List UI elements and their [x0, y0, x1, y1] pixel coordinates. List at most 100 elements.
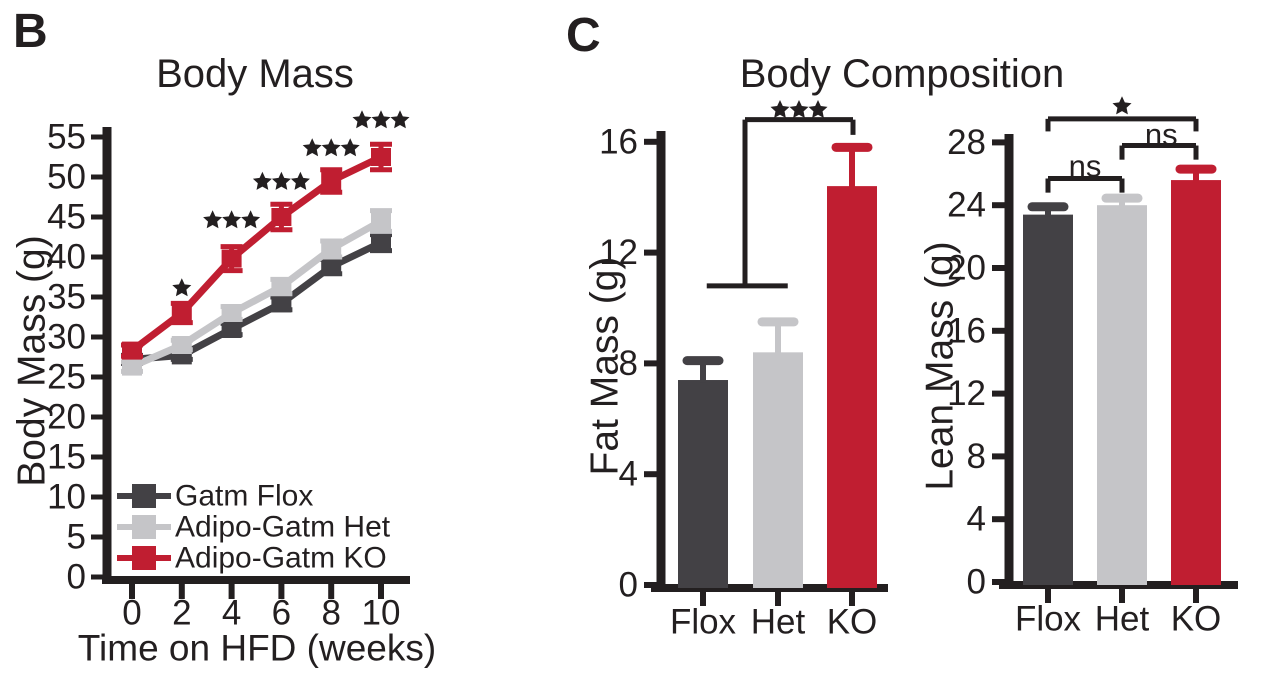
significance-star-icon — [271, 171, 291, 190]
data-point-marker — [321, 240, 342, 258]
data-point-marker — [271, 208, 292, 226]
legend-label: Adipo-Gatm Het — [175, 511, 391, 544]
x-category-label: Het — [1095, 600, 1150, 639]
data-point-marker — [221, 320, 242, 338]
significance-star-icon — [290, 171, 310, 190]
y-tick-label: 35 — [47, 278, 86, 317]
y-tick-label: 40 — [47, 238, 86, 277]
y-tick-label: 4 — [967, 500, 986, 539]
y-tick-label: 8 — [967, 437, 986, 476]
y-tick-label: 16 — [599, 122, 638, 161]
x-axis-title: Time on HFD (weeks) — [78, 628, 436, 669]
significance-star-icon — [340, 138, 360, 157]
panel-b-label: B — [13, 5, 48, 58]
significance-star-icon — [203, 210, 223, 229]
data-point-marker — [171, 304, 192, 322]
legend-label: Gatm Flox — [175, 480, 313, 513]
series-adipo-gatm-het — [121, 208, 392, 376]
y-tick-label: 5 — [67, 518, 86, 557]
y-tick-label: 12 — [947, 374, 986, 413]
x-category-label: KO — [827, 603, 878, 642]
y-tick-label: 45 — [47, 198, 86, 237]
data-point-marker — [171, 336, 192, 354]
significance-star-icon — [302, 138, 322, 157]
significance-bracket: ns — [1119, 117, 1199, 160]
y-tick-label: 55 — [47, 118, 86, 157]
significance-star-icon — [808, 99, 828, 119]
x-category-label: KO — [1171, 600, 1222, 639]
x-tick-label: 0 — [122, 594, 141, 633]
panel-c-label: C — [566, 9, 601, 62]
y-tick-label: 4 — [619, 455, 638, 494]
y-tick-label: 20 — [47, 398, 86, 437]
y-tick-label: 50 — [47, 158, 86, 197]
y-tick-label: 20 — [947, 249, 986, 288]
data-point-marker — [122, 357, 142, 376]
series-line — [130, 217, 383, 370]
y-tick-label: 25 — [47, 358, 86, 397]
y-axis-title: Fat Mass (g) — [584, 257, 627, 476]
data-point-marker — [271, 277, 292, 296]
body-composition-title: Body Composition — [739, 52, 1065, 96]
series-adipo-gatm-ko — [121, 141, 392, 360]
data-point-marker — [371, 148, 391, 166]
data-point-marker — [221, 249, 242, 268]
legend-label: Adipo-Gatm KO — [175, 542, 387, 575]
data-point-marker — [321, 172, 342, 190]
legend-marker — [132, 546, 156, 570]
series-line — [129, 153, 383, 354]
legend-marker — [132, 484, 156, 508]
significance-star-icon — [222, 210, 242, 229]
x-category-label: Flox — [1015, 600, 1082, 639]
body-mass-title: Body Mass — [156, 52, 354, 96]
significance-star-icon — [352, 110, 372, 129]
ns-label: ns — [1145, 117, 1178, 152]
bar-het — [753, 352, 803, 588]
legend-item: Adipo-Gatm Het — [117, 511, 391, 544]
data-point-marker — [271, 294, 292, 313]
x-tick-label: 6 — [272, 594, 291, 633]
x-tick-label: 8 — [321, 594, 340, 633]
x-tick-label: 4 — [222, 594, 241, 633]
y-tick-label: 30 — [47, 318, 86, 357]
y-tick-label: 0 — [67, 558, 86, 597]
significance-star-icon — [1112, 96, 1132, 115]
legend-marker — [132, 515, 156, 539]
significance-bracket: ns — [1045, 148, 1125, 193]
data-point-marker — [371, 212, 391, 230]
data-point-marker — [371, 233, 391, 252]
data-point-marker — [122, 341, 142, 360]
y-tick-label: 0 — [967, 563, 986, 602]
significance-star-icon — [789, 99, 809, 119]
significance-star-icon — [241, 210, 261, 229]
significance-star-icon — [321, 138, 341, 157]
y-tick-label: 12 — [599, 233, 638, 272]
legend-item: Gatm Flox — [117, 480, 313, 513]
ns-label: ns — [1069, 148, 1102, 183]
legend-item: Adipo-Gatm KO — [117, 542, 387, 575]
data-point-marker — [221, 304, 242, 322]
data-point-marker — [321, 257, 342, 276]
significance-star-icon — [252, 171, 272, 190]
fat-mass-bar-chart: 0 4 8 12 16 Flox Het KO Fat Mass (g) — [584, 99, 888, 642]
significance-bracket — [1045, 96, 1199, 132]
y-tick-label: 28 — [947, 123, 986, 162]
y-tick-label: 15 — [47, 438, 86, 477]
bar-het — [1097, 205, 1147, 585]
bar-flox — [1023, 214, 1073, 585]
x-category-label: Flox — [670, 603, 737, 642]
lean-mass-bar-chart: 0 4 8 12 16 20 24 28 Flox Het KO ns ns Lean Mass (g) — [919, 96, 1238, 639]
bar-ko — [827, 186, 877, 588]
y-axis-title: Lean Mass (g) — [919, 241, 962, 490]
bar-flox — [678, 380, 728, 588]
y-tick-label: 16 — [947, 311, 986, 350]
y-axis-title: Body Mass (g) — [11, 235, 54, 486]
x-category-label: Het — [751, 603, 806, 642]
y-tick-label: 8 — [619, 344, 638, 383]
x-tick-label: 10 — [362, 594, 401, 633]
y-tick-label: 10 — [47, 478, 86, 517]
significance-star-icon — [172, 278, 192, 297]
